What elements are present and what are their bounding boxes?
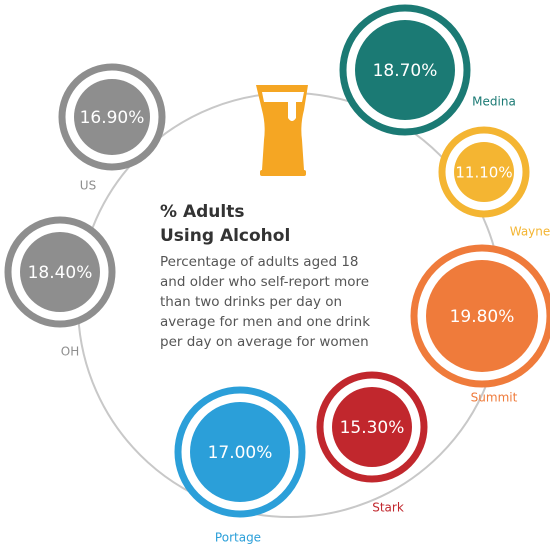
title: % Adults: [160, 202, 244, 222]
label: Portage: [215, 531, 261, 545]
inner-disc: [20, 232, 100, 312]
inner-disc: [426, 260, 538, 372]
inner-disc: [332, 387, 412, 467]
description-line: than two drinks per day on: [160, 294, 342, 310]
value: 17.00%: [208, 443, 273, 463]
label: Wayne: [510, 225, 550, 239]
description-line: average for men and one drink: [160, 314, 370, 330]
value: 18.70%: [373, 61, 438, 81]
value: 11.10%: [455, 164, 512, 182]
value: 18.40%: [28, 263, 93, 283]
inner-disc: [355, 20, 455, 120]
description: Percentage of adults aged 18 and older wh…: [160, 254, 370, 350]
label: OH: [61, 345, 79, 359]
description-line: and older who self-report more: [160, 274, 369, 290]
inner-disc: [74, 79, 150, 155]
label: Stark: [372, 501, 404, 515]
inner-disc: [454, 142, 514, 202]
label: Summit: [471, 391, 518, 405]
label: Medina: [472, 95, 516, 109]
beer-icon: [256, 85, 308, 176]
description-line: per day on average for women: [160, 334, 369, 350]
value: 15.30%: [340, 418, 405, 438]
label: US: [80, 179, 96, 193]
title: Using Alcohol: [160, 226, 290, 246]
value: 16.90%: [80, 108, 145, 128]
inner-disc: [190, 402, 290, 502]
description-line: Percentage of adults aged 18: [160, 254, 359, 270]
items: 16.90% US 18.40% OH 18.70% Medina 11.10% Wayne 1…: [4, 4, 550, 545]
value: 19.80%: [450, 307, 515, 327]
